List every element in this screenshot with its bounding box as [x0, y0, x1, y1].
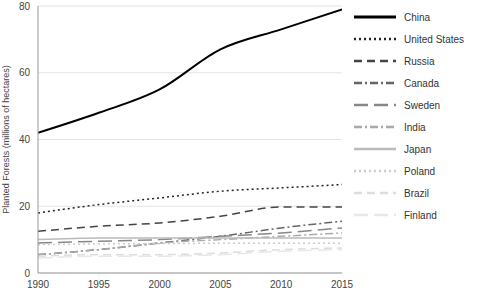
svg-text:2005: 2005 — [209, 279, 232, 290]
html-text:India: India — [404, 121, 426, 133]
svg-text:Planted Forests (millions of h: Planted Forests (millions of hectares) — [8, 65, 11, 214]
html-text:Poland: Poland — [404, 165, 436, 177]
svg-text:60: 60 — [19, 67, 31, 78]
svg-text:2000: 2000 — [148, 279, 171, 290]
html-text:Canada: Canada — [404, 77, 439, 89]
svg-text:20: 20 — [19, 201, 31, 212]
html-text:Sweden: Sweden — [404, 99, 441, 111]
html-text:Russia: Russia — [404, 55, 435, 67]
svg-text:1990: 1990 — [27, 279, 50, 290]
svg-text:1995: 1995 — [88, 279, 111, 290]
svg-text:40: 40 — [19, 134, 31, 145]
html-text:Finland: Finland — [404, 209, 437, 221]
svg-text:2015: 2015 — [331, 279, 354, 290]
html-text:China: China — [404, 11, 431, 23]
svg-text:0: 0 — [24, 268, 30, 279]
html-text:United States: United States — [404, 33, 464, 45]
svg-text:2010: 2010 — [270, 279, 293, 290]
html-text:Japan: Japan — [404, 143, 432, 155]
html-text:Brazil: Brazil — [404, 187, 429, 199]
svg-text:80: 80 — [19, 1, 31, 12]
